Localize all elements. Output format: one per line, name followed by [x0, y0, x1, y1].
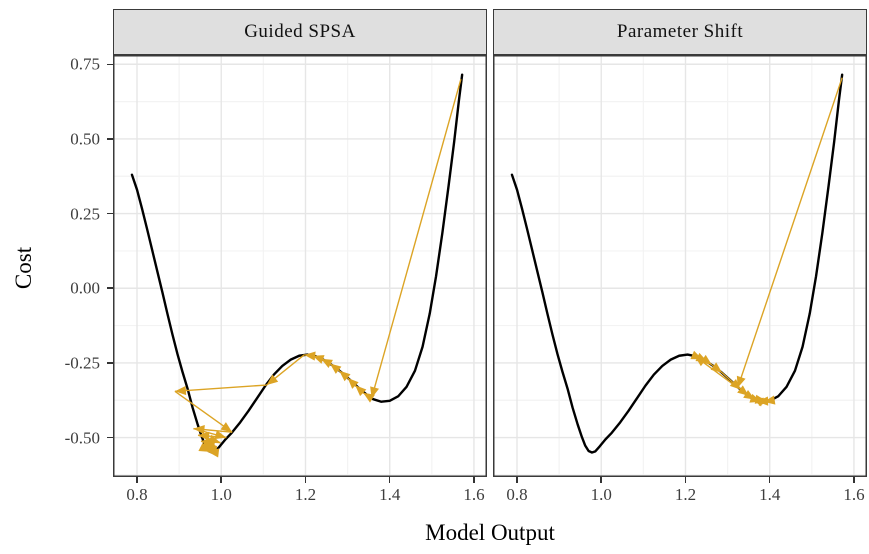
y-tick-label: 0.75: [70, 54, 100, 74]
x-tick-mark: [853, 477, 855, 483]
trajectory-arrowhead: [347, 377, 359, 389]
x-tick-mark: [220, 477, 222, 483]
trajectory-arrowhead: [710, 362, 723, 373]
y-tick-mark: [107, 63, 113, 65]
panel-parameter-shift: [493, 55, 867, 477]
gridlines-minor: [493, 55, 867, 477]
x-tick-label: 1.2: [294, 485, 317, 504]
cost-curve: [510, 73, 844, 454]
panel-border: [493, 55, 867, 477]
trajectory-arrowhead: [312, 355, 325, 364]
panel-background: [113, 55, 487, 477]
x-tick-label: 0.8: [506, 485, 528, 504]
trajectory-arrowhead: [355, 385, 367, 397]
trajectory-arrowhead: [763, 395, 776, 405]
x-tick-mark: [600, 477, 602, 483]
x-tick-mark: [304, 477, 307, 483]
x-tick-mark: [516, 477, 518, 483]
x-tick-label: 1.0: [210, 485, 232, 504]
x-tick-mark: [768, 477, 771, 483]
y-tick-mark: [107, 212, 113, 215]
x-tick-label: 1.0: [590, 485, 612, 504]
facet-strip-guided-spsa: Guided SPSA: [113, 9, 487, 55]
panel-background: [493, 55, 867, 477]
optimizer-trajectory: [174, 79, 462, 458]
trajectory-arrowhead: [220, 422, 233, 433]
facet-strip-label: Guided SPSA: [244, 21, 356, 42]
trajectory-arrowhead: [363, 392, 375, 403]
trajectory-arrowhead: [700, 354, 713, 365]
x-tick-mark: [684, 477, 687, 483]
x-tick-mark: [388, 477, 391, 483]
trajectory-arrowhead: [321, 358, 333, 369]
trajectory-arrowhead: [198, 442, 211, 452]
trajectory-arrowhead: [174, 385, 187, 396]
trajectory-arrowhead: [736, 375, 746, 388]
x-tick-label: 1.4: [759, 485, 781, 504]
y-tick-label: -0.25: [64, 353, 100, 373]
x-tick-label: 1.6: [463, 485, 485, 504]
trajectory-arrowhead: [266, 374, 279, 386]
x-tick-label: 0.8: [126, 485, 148, 504]
y-tick-label: 0.25: [70, 204, 100, 224]
trajectory-arrowhead: [339, 370, 351, 382]
gridlines-major: [113, 55, 487, 477]
y-axis-title: Cost: [11, 246, 36, 290]
y-tick-label: -0.50: [64, 428, 100, 448]
trajectory-arrowhead: [729, 379, 742, 390]
x-axis-title: Model Output: [425, 520, 555, 545]
x-tick-label: 1.4: [379, 485, 401, 504]
trajectory-arrowhead: [329, 363, 342, 374]
optimizer-trajectory: [690, 77, 843, 407]
panel-border: [113, 55, 487, 477]
trajectory-arrowhead: [737, 385, 749, 396]
y-tick-mark: [107, 362, 113, 364]
trajectory-arrowhead: [304, 351, 316, 361]
y-tick-mark: [107, 287, 113, 289]
gridlines-major: [493, 55, 867, 477]
y-tick-mark: [107, 138, 113, 140]
facet-strip-label: Parameter Shift: [616, 21, 744, 42]
panel-guided-spsa: [113, 55, 487, 477]
facet-strip-parameter-shift: Parameter Shift: [493, 9, 867, 55]
y-tick-label: 0.00: [70, 278, 100, 298]
gridlines-minor: [113, 55, 487, 477]
trajectory-arrowhead: [207, 448, 220, 458]
x-tick-label: 1.2: [674, 485, 697, 504]
y-tick-mark: [107, 436, 113, 439]
x-tick-mark: [473, 477, 475, 483]
y-tick-label: 0.50: [70, 129, 100, 149]
x-tick-label: 1.6: [843, 485, 865, 504]
x-tick-mark: [136, 477, 138, 483]
